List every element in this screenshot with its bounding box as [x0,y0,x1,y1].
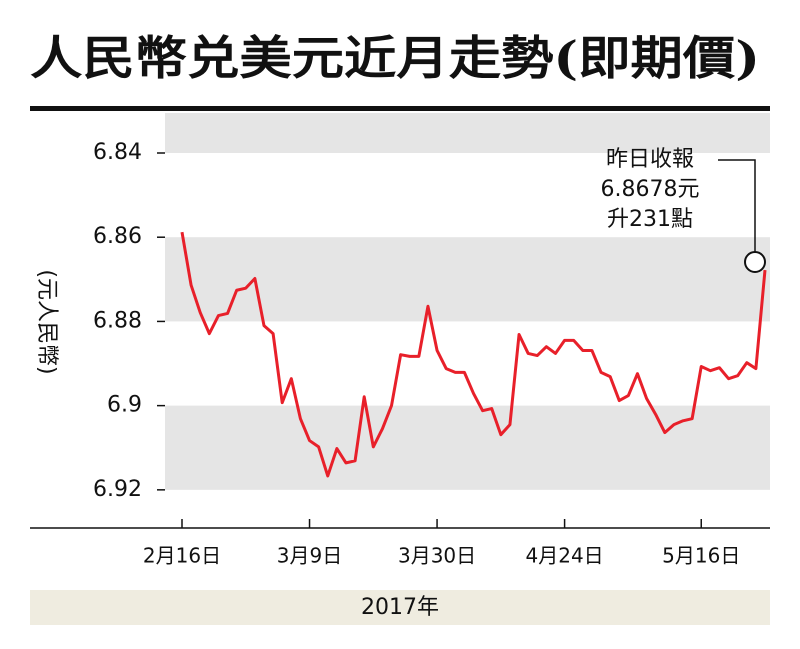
y-tick-label: 6.88 [93,308,142,333]
annotation-leader [718,159,756,252]
x-tick-label: 4月24日 [526,544,604,568]
y-tick-label: 6.84 [93,140,142,165]
x-axis-label: 2017年 [361,595,439,620]
y-axis-label: (元人民幣) [34,269,59,374]
series-line [180,231,767,478]
chart-title: 人民幣兑美元近月走勢(即期價) [30,31,760,85]
grid-band [165,113,770,153]
x-tick-label: 3月30日 [398,544,476,568]
grid-band [165,237,770,322]
annotation-marker [744,251,766,273]
y-tick-label: 6.9 [107,393,142,418]
grid-band [165,405,770,490]
y-tick-label: 6.86 [93,224,142,249]
annotation: 6.8678元 [601,177,700,202]
footer-band [30,590,770,625]
annotation: 升231點 [607,207,693,232]
x-tick-label: 2月16日 [143,544,221,568]
y-tick-label: 6.92 [93,477,142,502]
x-tick-label: 3月9日 [277,544,342,568]
annotation: 昨日收報 [606,147,694,172]
x-tick-label: 5月16日 [662,544,740,568]
title-rule [30,106,770,111]
